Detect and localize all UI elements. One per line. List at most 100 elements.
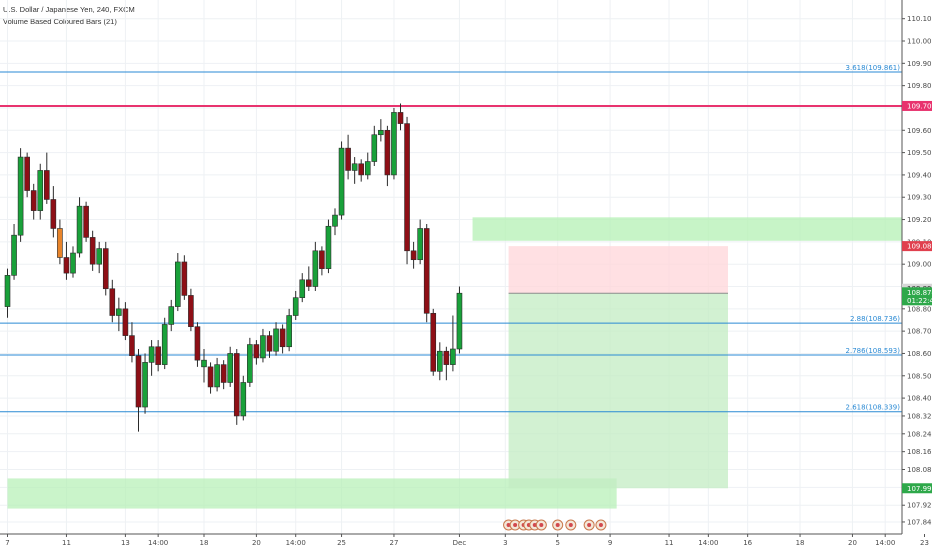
candle-body [410,250,417,261]
candle-body [63,257,70,274]
candle-body [24,156,30,191]
time-tick-label: 14:00 [148,539,168,547]
position-target-area [508,293,728,489]
candle-body [364,161,371,176]
time-tick-label: 7 [5,539,9,547]
candle-body [450,348,456,365]
price-tick-label: 109.800 [907,82,932,90]
time-tick-label: 3 [503,539,507,547]
candle-body [17,156,24,236]
candle-body [430,312,437,372]
price-tick-label: 109.600 [907,127,932,135]
candle-body [325,225,332,269]
candle-body [233,353,240,417]
time-tick-label: 20 [848,539,857,547]
time-tick-label: 20 [252,539,261,547]
event-marker[interactable] [535,519,547,531]
candle-body [135,355,142,408]
candle-body [397,112,404,124]
candle-body [240,382,247,417]
event-dot-icon [587,523,592,527]
price-tick-label: 108.240 [907,430,932,438]
price-badge [902,287,932,306]
event-marker[interactable] [565,519,577,531]
event-dot-icon [532,523,537,527]
time-tick-label: 18 [796,539,805,547]
zones [7,217,902,509]
price-badge-label: 107.996 [907,485,932,493]
price-tick-label: 109.000 [907,261,932,269]
event-marker[interactable] [595,519,607,531]
candle-body [194,326,201,361]
candle-body [273,328,279,352]
time-axis[interactable]: 7 11 13 14:00 18 20 14:00 25 27 Dec 3 5 9 11 14:00 16 18… [0,533,929,547]
price-axis[interactable]: 110.100110.000109.900109.800109.700109.6… [901,0,932,550]
candle-body [338,147,345,216]
candle-body [227,353,233,383]
candle-body [443,350,450,365]
time-tick-label: 11 [665,539,674,547]
candle-body [286,315,292,348]
price-badge [902,483,932,494]
candle-body [260,335,266,359]
time-tick-label: 14:00 [875,539,895,547]
price-tick-label: 110.000 [907,38,932,46]
price-tick-label: 109.400 [907,171,932,179]
price-tick-label: 109.900 [907,60,932,68]
candle-body [247,344,253,383]
candle-body [207,366,214,388]
candle-body [378,129,384,136]
candle-body [43,170,50,200]
price-tick-label: 107.920 [907,502,932,510]
candle-body [436,350,443,372]
candle-body [76,205,83,254]
candle-body [220,364,227,383]
time-tick-label: 13 [121,539,130,547]
price-tick-label: 109.500 [907,149,932,157]
time-tick-label: Dec [453,539,467,547]
candle-body [312,250,319,287]
candle-body [279,328,286,348]
candle-body [384,129,391,176]
event-dot-icon [539,523,544,527]
chart-legend: U.S. Dollar / Japanese Yen, 240, FXCM Vo… [3,4,135,28]
candle-body [30,190,37,211]
candle-body [332,214,338,227]
time-tick-label: 5 [555,539,559,547]
candle-body [57,228,63,258]
time-tick-label: 14:00 [286,539,306,547]
candle-body [345,147,351,171]
fib-label: 2.88(108.736) [850,315,900,323]
resistance-badge [902,100,932,111]
candle-body [102,248,109,290]
event-dot-icon [555,523,560,527]
price-tick-label: 107.845 [907,518,932,526]
time-tick-label: 27 [389,539,398,547]
supply-zone [472,217,902,241]
fib-label: 2.618(108.339) [846,404,901,412]
candle-body [37,170,44,211]
price-tick-label: 108.080 [907,466,932,474]
indicator-label[interactable]: Volume Based Coloured Bars (21) [3,17,117,26]
candle-body [116,308,122,316]
candle-body [122,308,129,336]
event-markers [503,519,607,531]
price-tick-label: 108.600 [907,350,932,358]
event-dot-icon [513,523,518,527]
event-dot-icon [506,523,511,527]
candle-body [161,324,168,365]
candle-body [142,362,148,408]
candle-body [148,346,155,363]
symbol-title[interactable]: U.S. Dollar / Japanese Yen, 240, FXCM [3,5,135,14]
candle-body [358,163,365,176]
event-marker[interactable] [552,519,564,531]
price-tick-label: 108.320 [907,412,932,420]
candle-body [109,288,116,316]
candle-body [11,234,17,276]
candle-body [319,250,325,269]
time-tick-label: 14:00 [698,539,718,547]
event-marker[interactable] [583,519,595,531]
candle-body [456,292,463,350]
candle-body [299,279,306,298]
